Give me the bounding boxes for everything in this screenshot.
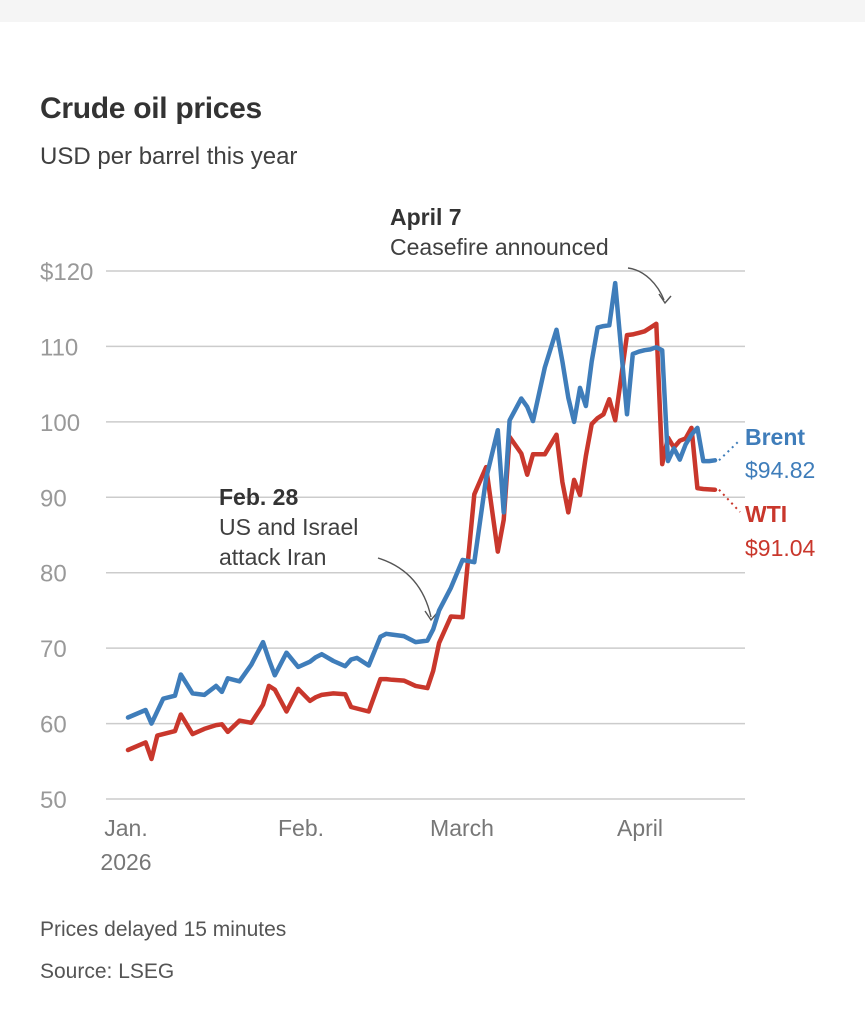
top-strip <box>0 0 865 22</box>
footer-source: Source: LSEG <box>40 960 175 983</box>
annotation-feb28-arrowhead <box>424 610 438 622</box>
x-axis-ticks: Jan. 2026 Feb. March April <box>100 815 663 875</box>
chart-subtitle: USD per barrel this year <box>40 143 298 170</box>
brent-last-value: $94.82 <box>745 457 815 483</box>
series-lines <box>125 280 718 762</box>
annotation-apr7-arrow <box>627 267 665 301</box>
wti-last-value: $91.04 <box>745 535 816 561</box>
x-tick-label-jan: Jan. <box>104 815 147 841</box>
y-tick-label-110: 110 <box>40 334 78 361</box>
series-line-brent <box>125 280 718 726</box>
wti-leader-line <box>718 489 741 513</box>
y-tick-label-80: 80 <box>40 561 67 588</box>
y-tick-label-120: $120 <box>40 259 93 286</box>
end-labels: Brent $94.82 WTI $91.04 <box>718 424 816 561</box>
annotation-apr7-title: April 7 <box>390 204 462 230</box>
annotation-feb28-arrow <box>377 557 432 618</box>
y-tick-label-50: 50 <box>40 787 67 814</box>
x-tick-sublabel-year: 2026 <box>100 849 151 875</box>
annotation-feb28-line-1: US and Israel <box>219 514 358 540</box>
annotation-apr7-arrowhead <box>658 293 672 305</box>
y-tick-label-60: 60 <box>40 712 67 739</box>
y-axis-ticks: $120 110 100 90 80 70 60 50 <box>40 259 93 814</box>
footer-note: Prices delayed 15 minutes <box>40 918 287 941</box>
y-tick-label-70: 70 <box>40 636 67 663</box>
y-tick-label-90: 90 <box>40 485 67 512</box>
brent-leader-line <box>718 439 741 462</box>
annotation-apr7-line-1: Ceasefire announced <box>390 234 609 260</box>
series-line-wti <box>125 321 718 762</box>
x-tick-label-feb: Feb. <box>278 815 324 841</box>
wti-series-name: WTI <box>745 501 787 527</box>
brent-series-name: Brent <box>745 424 805 450</box>
chart-title: Crude oil prices <box>40 92 262 125</box>
annotation-feb28-title: Feb. 28 <box>219 484 298 510</box>
x-tick-label-march: March <box>430 815 494 841</box>
x-tick-label-april: April <box>617 815 663 841</box>
y-tick-label-100: 100 <box>40 410 80 437</box>
annotation-feb28-line-2: attack Iran <box>219 544 326 570</box>
annotations: Feb. 28 US and Israel attack Iran April 7 Ce… <box>219 204 672 622</box>
